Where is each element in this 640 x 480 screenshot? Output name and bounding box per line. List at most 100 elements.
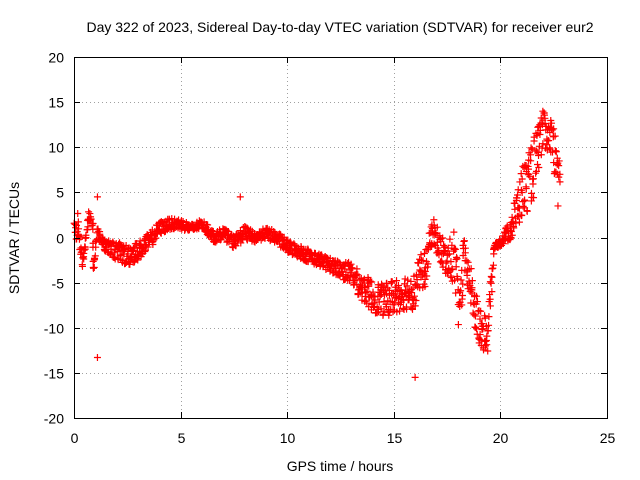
data-point [78,261,86,269]
data-point [360,275,368,283]
data-point [461,244,469,252]
data-point [539,140,547,148]
data-point [487,279,495,287]
x-tick-label: 10 [280,430,296,446]
data-point [527,151,535,159]
x-tick-label: 0 [71,430,79,446]
data-point [555,162,563,170]
data-point [488,273,496,281]
data-point [486,278,494,286]
data-point [486,302,494,310]
data-point [458,301,466,309]
data-point [453,255,461,263]
data-point [518,189,526,197]
data-point [75,225,83,233]
data-point [420,250,428,258]
data-point [366,277,374,285]
x-tick-label: 15 [387,430,403,446]
data-point [529,175,537,183]
data-point [522,185,530,193]
data-point [432,229,440,237]
y-tick-label: -5 [52,276,65,292]
data-point [471,312,479,320]
data-point [524,162,532,170]
data-point [523,207,531,215]
data-point [480,346,488,354]
x-axis-label: GPS time / hours [287,458,394,474]
chart-title: Day 322 of 2023, Sidereal Day-to-day VTE… [86,19,593,35]
data-point [411,373,419,381]
data-point [548,119,556,127]
data-point [232,242,240,250]
data-point [457,276,465,284]
data-point [457,287,465,295]
data-point [423,272,431,280]
data-point [396,307,404,315]
data-point [527,144,535,152]
data-point [451,276,459,284]
data-point [436,258,444,266]
data-point [556,178,564,186]
data-point [518,175,526,183]
y-tick-label: -10 [44,321,64,337]
data-point [87,215,95,223]
data-point [518,212,526,220]
y-axis-label: SDTVAR / TECUs [6,182,22,294]
data-point [527,157,535,165]
data-point [354,271,362,279]
data-point [411,302,419,310]
data-point [452,263,460,271]
data-point [540,109,548,117]
data-point [236,193,244,201]
data-point [552,147,560,155]
data-point [545,137,553,145]
data-point [463,257,471,265]
data-point [421,283,429,291]
data-point [421,275,429,283]
data-point [413,276,421,284]
data-point [484,327,492,335]
data-point [514,212,522,220]
data-point [440,248,448,256]
data-point [484,347,492,355]
data-point [378,282,386,290]
data-point [410,292,418,300]
data-point [533,147,541,155]
data-point [439,234,447,242]
data-point [537,151,545,159]
data-point [535,163,543,171]
x-tick-label: 20 [493,430,509,446]
data-point [356,276,364,284]
data-point [487,272,495,280]
data-point [489,264,497,272]
data-point [534,160,542,168]
data-point [433,223,441,231]
data-point [430,240,438,248]
data-point [407,286,415,294]
data-point [91,252,99,260]
data-point [489,261,497,269]
data-point [485,321,493,329]
data-point [82,234,90,242]
x-tick-label: 5 [178,430,186,446]
data-point [363,299,371,307]
data-point [468,284,476,292]
data-point [452,245,460,253]
y-tick-label: 5 [56,185,64,201]
data-point [340,265,348,273]
y-tick-label: 20 [48,50,64,66]
data-point [368,278,376,286]
data-point [475,335,483,343]
data-point [482,337,490,345]
data-point [403,305,411,313]
data-point [512,219,520,227]
data-point [521,197,529,205]
data-point [532,167,540,175]
y-tick-label: 15 [48,95,64,111]
data-point [363,287,371,295]
grid-lines [74,57,607,418]
data-point [365,282,373,290]
data-point [510,224,518,232]
data-point [393,277,401,285]
